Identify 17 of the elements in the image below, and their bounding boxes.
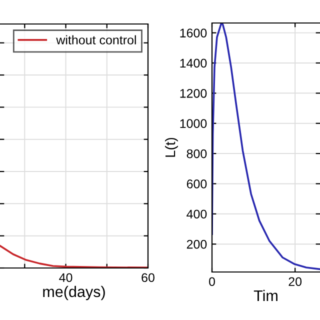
x-tick-label: 0 [209, 277, 215, 286]
x-axis-title: me(days) [43, 286, 105, 300]
x-axis-title: Tim [254, 290, 278, 301]
y-tick-label: 600 [186, 180, 207, 188]
line-series [212, 23, 320, 270]
x-tick-label: 40 [59, 273, 72, 282]
y-tick-label: 1200 [180, 88, 207, 98]
y-tick-label: 1600 [180, 28, 207, 38]
x-tick-label: 20 [288, 277, 302, 286]
y-tick-label: 800 [186, 149, 207, 158]
y-axis-title: L(t) [165, 138, 178, 157]
y-tick-label: 1400 [180, 58, 207, 68]
y-tick-label: 400 [186, 210, 207, 219]
y-tick-label: 200 [186, 240, 207, 249]
y-tick-label: 1000 [180, 119, 207, 128]
legend-label: without control [56, 35, 136, 44]
x-tick-label: 60 [142, 273, 154, 282]
